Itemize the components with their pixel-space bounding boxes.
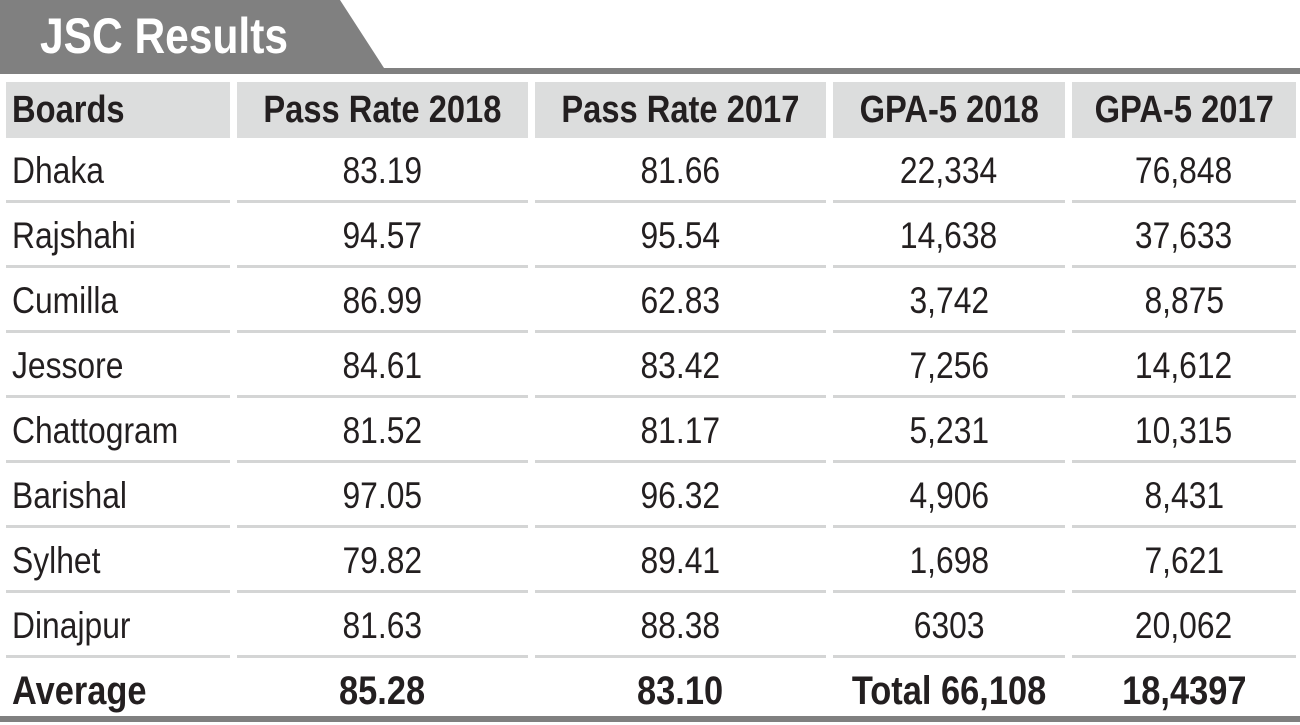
table-row: Dinajpur 81.63 88.38 6303 20,062 bbox=[6, 597, 1296, 658]
summary-cell: 85.28 bbox=[339, 668, 426, 713]
table-cell: 8,875 bbox=[1072, 272, 1296, 333]
title-banner bbox=[0, 0, 384, 68]
header-cell: Pass Rate 2017 bbox=[535, 82, 826, 138]
table-cell: 81.63 bbox=[237, 597, 528, 658]
board-name-cell: Barishal bbox=[6, 467, 230, 528]
table-row: Cumilla 86.99 62.83 3,742 8,875 bbox=[6, 272, 1296, 333]
table-cell: 95.54 bbox=[535, 207, 826, 268]
table-cell: 84.61 bbox=[237, 337, 528, 398]
board-name-cell: Rajshahi bbox=[6, 207, 230, 268]
table-cell: 10,315 bbox=[1072, 402, 1296, 463]
table-row: Sylhet 79.82 89.41 1,698 7,621 bbox=[6, 532, 1296, 593]
table-cell: 86.99 bbox=[237, 272, 528, 333]
table-cell: 3,742 bbox=[833, 272, 1065, 333]
summary-row: Average 85.28 83.10 Total 66,108 18,4397 bbox=[6, 662, 1296, 720]
table-cell: 81.52 bbox=[237, 402, 528, 463]
board-name-cell: Jessore bbox=[6, 337, 230, 398]
top-divider bbox=[0, 68, 1300, 74]
board-name-cell: Dinajpur bbox=[6, 597, 230, 658]
header-cell: Pass Rate 2018 bbox=[237, 82, 528, 138]
table-cell: 81.17 bbox=[535, 402, 826, 463]
table-cell: 62.83 bbox=[535, 272, 826, 333]
summary-cell: Total 66,108 bbox=[851, 668, 1047, 713]
table-cell: 6303 bbox=[833, 597, 1065, 658]
table-row: Jessore 84.61 83.42 7,256 14,612 bbox=[6, 337, 1296, 398]
table-cell: 83.19 bbox=[237, 142, 528, 203]
page-title: JSC Results bbox=[40, 8, 289, 64]
table-cell: 4,906 bbox=[833, 467, 1065, 528]
table-cell: 96.32 bbox=[535, 467, 826, 528]
table-cell: 94.57 bbox=[237, 207, 528, 268]
header-row: Boards Pass Rate 2018 Pass Rate 2017 GPA… bbox=[6, 82, 1296, 138]
table-cell: 20,062 bbox=[1072, 597, 1296, 658]
board-name-cell: Dhaka bbox=[6, 142, 230, 203]
summary-label-cell: Average bbox=[12, 668, 147, 713]
table-cell: 14,612 bbox=[1072, 337, 1296, 398]
board-name-cell: Cumilla bbox=[6, 272, 230, 333]
header-cell: GPA-5 2018 bbox=[833, 82, 1065, 138]
table-cell: 88.38 bbox=[535, 597, 826, 658]
table-cell: 81.66 bbox=[535, 142, 826, 203]
table-row: Chattogram 81.52 81.17 5,231 10,315 bbox=[6, 402, 1296, 463]
table-cell: 89.41 bbox=[535, 532, 826, 593]
summary-cell: 18,4397 bbox=[1121, 668, 1247, 713]
table-row: Dhaka 83.19 81.66 22,334 76,848 bbox=[6, 142, 1296, 203]
header-cell: GPA-5 2017 bbox=[1072, 82, 1296, 138]
table-cell: 97.05 bbox=[237, 467, 528, 528]
table-cell: 37,633 bbox=[1072, 207, 1296, 268]
table-row: Barishal 97.05 96.32 4,906 8,431 bbox=[6, 467, 1296, 528]
board-name-cell: Chattogram bbox=[6, 402, 230, 463]
table-cell: 83.42 bbox=[535, 337, 826, 398]
table-cell: 79.82 bbox=[237, 532, 528, 593]
table-cell: 76,848 bbox=[1072, 142, 1296, 203]
table-cell: 7,256 bbox=[833, 337, 1065, 398]
bottom-divider bbox=[0, 716, 1300, 722]
table-cell: 14,638 bbox=[833, 207, 1065, 268]
summary-cell: 83.10 bbox=[637, 668, 724, 713]
table-cell: 22,334 bbox=[833, 142, 1065, 203]
board-name-cell: Sylhet bbox=[6, 532, 230, 593]
table-row: Rajshahi 94.57 95.54 14,638 37,633 bbox=[6, 207, 1296, 268]
table-cell: 1,698 bbox=[833, 532, 1065, 593]
results-table: Boards Pass Rate 2018 Pass Rate 2017 GPA… bbox=[0, 78, 1300, 724]
table-cell: 7,621 bbox=[1072, 532, 1296, 593]
header-cell: Boards bbox=[6, 82, 230, 138]
table-cell: 8,431 bbox=[1072, 467, 1296, 528]
table-cell: 5,231 bbox=[833, 402, 1065, 463]
